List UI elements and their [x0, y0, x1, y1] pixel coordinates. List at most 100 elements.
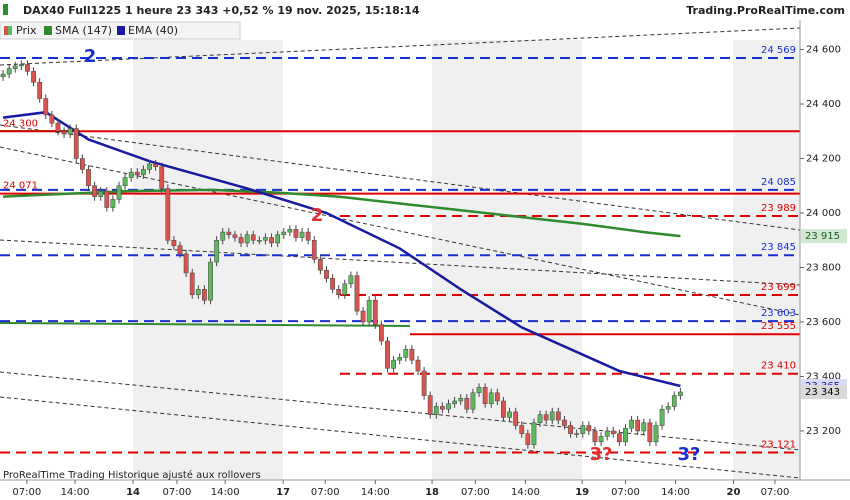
candle-body: [171, 239, 177, 246]
candle-body: [92, 185, 97, 197]
x-tick-label: 07:00: [461, 487, 490, 498]
candle-body: [122, 177, 128, 187]
candle-body: [256, 239, 262, 242]
indicators: [2, 110, 681, 388]
candle-body: [653, 425, 659, 443]
candle-body: [501, 400, 506, 418]
candle-body: [79, 158, 85, 170]
candle-body: [330, 278, 335, 290]
candle-body: [635, 419, 641, 432]
candle-body: [366, 299, 372, 323]
candle-body: [391, 359, 396, 369]
candle-body: [568, 425, 573, 434]
candle-body: [574, 433, 580, 435]
candle-body: [281, 231, 287, 236]
candle-body: [336, 289, 342, 295]
candle-body: [61, 131, 67, 135]
candle-body: [403, 348, 409, 358]
candle-body: [12, 65, 18, 69]
candle-body: [586, 425, 592, 432]
logo: [3, 4, 8, 15]
candle-body: [610, 430, 616, 434]
candle-body: [98, 190, 104, 197]
candle-body: [49, 114, 55, 124]
y-tick-label: 23 400: [806, 371, 841, 382]
candle-body: [269, 237, 274, 244]
candle-body: [549, 411, 555, 421]
candle-body: [263, 237, 268, 241]
candle-body: [427, 395, 433, 415]
candle-body: [372, 299, 378, 325]
candle-body: [433, 406, 439, 415]
candle-body: [134, 171, 140, 176]
candle-body: [592, 430, 598, 443]
legend-label: Prix: [16, 24, 37, 37]
day-band: [432, 40, 582, 480]
candle-body: [464, 398, 470, 410]
x-tick-label: 14:00: [61, 487, 90, 498]
footer: ProRealTime Trading Historique ajusté au…: [3, 469, 261, 481]
annotation: 2: [84, 46, 97, 67]
level-label: 24 071: [3, 181, 38, 192]
candle-body: [244, 234, 250, 244]
candle-body: [623, 427, 628, 443]
candle-body: [141, 169, 146, 176]
candle-body: [37, 81, 43, 99]
y-tick-label: 24 200: [806, 154, 841, 165]
candle-body: [385, 340, 390, 369]
y-tick-label: 23 200: [806, 426, 841, 437]
candle-body: [43, 98, 49, 116]
candle-body: [580, 425, 586, 434]
candle-body: [208, 261, 213, 301]
day-band: [733, 40, 800, 480]
candle-body: [189, 272, 195, 295]
candle-body: [494, 392, 500, 402]
candle-body: [525, 433, 531, 445]
candle-body: [604, 430, 610, 437]
candle-body: [86, 169, 91, 187]
indicator-line: [2, 188, 681, 238]
candle-body: [67, 128, 73, 135]
legend-swatch: [117, 26, 125, 35]
candle-body: [671, 395, 677, 407]
candle-body: [482, 387, 488, 404]
candle-body: [531, 422, 537, 445]
candle-body: [153, 163, 158, 167]
candle-body: [287, 229, 293, 233]
candle-body: [147, 163, 152, 170]
x-tick-label: 14:00: [361, 487, 390, 498]
legend-label: EMA (40): [128, 24, 178, 37]
annotation: 3?: [678, 444, 701, 465]
y-tick-label: 24 000: [806, 208, 841, 219]
header-bg: [0, 0, 850, 20]
candle-body: [629, 419, 634, 429]
level-label: 24 569: [761, 45, 796, 56]
x-tick-label: 14:00: [211, 487, 240, 498]
y-tick-label: 23 600: [806, 317, 841, 328]
candle-body: [214, 239, 220, 263]
sma-last-label: 23 915: [805, 231, 840, 242]
candle-body: [202, 289, 207, 301]
candle-body: [55, 122, 61, 132]
candle-body: [183, 253, 189, 274]
candle-body: [397, 357, 403, 361]
candle-body: [616, 433, 622, 443]
x-tick-label: 19: [575, 487, 589, 498]
level-label: 23 121: [761, 439, 796, 450]
title: DAX40 Full1225 1 heure 23 343 +0,52 % 19…: [23, 4, 420, 17]
candle-body: [116, 185, 122, 200]
candle-body: [488, 392, 494, 404]
source: Trading.ProRealTime.com: [686, 4, 845, 17]
candle-body: [519, 425, 525, 434]
candle-body: [452, 400, 458, 404]
x-tick-label: 18: [425, 487, 439, 498]
x-tick-label: 07:00: [311, 487, 340, 498]
sma-last-box: [801, 229, 847, 244]
legend: Prix SMA (147) EMA (40): [0, 21, 241, 40]
candle-body: [293, 229, 299, 238]
candle-body: [159, 166, 165, 189]
candle-body: [348, 275, 354, 285]
candle-body: [470, 392, 476, 410]
candle-body: [220, 231, 226, 241]
